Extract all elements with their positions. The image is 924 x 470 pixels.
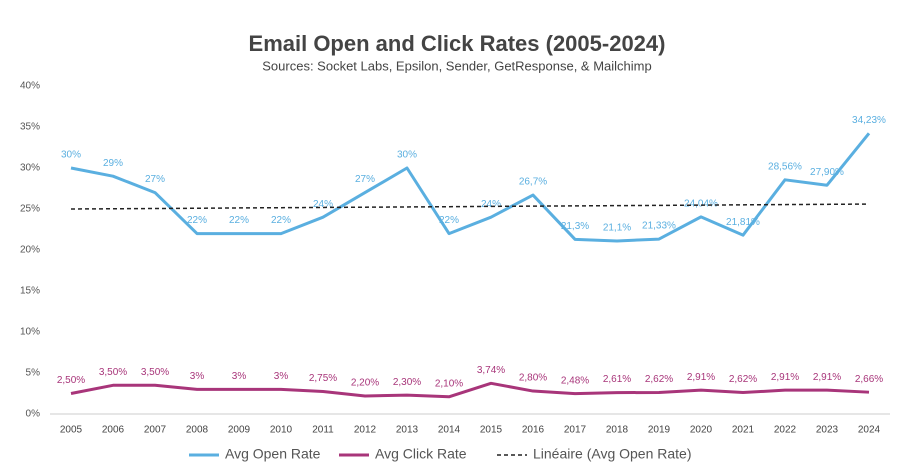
data-label: 22% <box>439 215 459 226</box>
data-label: 2,91% <box>771 372 799 383</box>
data-label: 22% <box>229 215 249 226</box>
data-label: 21,1% <box>603 223 631 234</box>
x-tick-label: 2005 <box>60 425 83 436</box>
data-label: 2,91% <box>813 372 841 383</box>
data-label: 34,23% <box>852 115 886 126</box>
y-tick-label: 0% <box>26 409 41 420</box>
data-label: 2,48% <box>561 375 589 386</box>
trend-line <box>70 203 870 210</box>
x-tick-label: 2007 <box>144 425 167 436</box>
x-tick-label: 2017 <box>564 425 587 436</box>
legend-label: Linéaire (Avg Open Rate) <box>533 446 692 462</box>
data-label: 21,33% <box>642 221 676 232</box>
x-tick-label: 2010 <box>270 425 293 436</box>
y-tick-label: 35% <box>20 122 40 133</box>
data-label: 2,20% <box>351 378 379 389</box>
y-tick-label: 40% <box>20 81 40 92</box>
data-label: 22% <box>271 215 291 226</box>
y-tick-label: 5% <box>26 368 41 379</box>
data-label: 3% <box>232 371 247 382</box>
x-tick-label: 2023 <box>816 425 839 436</box>
x-tick-label: 2012 <box>354 425 377 436</box>
data-label: 27,90% <box>810 167 844 178</box>
y-tick-label: 20% <box>20 245 40 256</box>
x-tick-label: 2009 <box>228 425 251 436</box>
data-label: 24,04% <box>684 199 718 210</box>
data-label: 27% <box>145 174 165 185</box>
x-tick-label: 2006 <box>102 425 125 436</box>
x-tick-label: 2016 <box>522 425 545 436</box>
x-tick-label: 2022 <box>774 425 797 436</box>
data-label: 27% <box>355 174 375 185</box>
x-tick-label: 2014 <box>438 425 461 436</box>
series-line <box>70 381 870 399</box>
data-label: 2,50% <box>57 375 85 386</box>
data-label: 3% <box>190 371 205 382</box>
legend-label: Avg Click Rate <box>375 446 467 462</box>
y-tick-label: 15% <box>20 286 40 297</box>
data-label: 22% <box>187 215 207 226</box>
x-tick-label: 2020 <box>690 425 713 436</box>
data-label: 2,10% <box>435 378 463 389</box>
data-label: 3,50% <box>141 367 169 378</box>
x-tick-label: 2011 <box>312 425 334 436</box>
x-tick-label: 2021 <box>732 425 755 436</box>
data-label: 2,66% <box>855 374 883 385</box>
data-label: 29% <box>103 158 123 169</box>
data-label: 2,91% <box>687 372 715 383</box>
x-tick-label: 2018 <box>606 425 629 436</box>
data-label: 24% <box>481 199 501 210</box>
x-tick-label: 2019 <box>648 425 671 436</box>
data-label: 26,7% <box>519 177 547 188</box>
y-tick-label: 10% <box>20 327 40 338</box>
y-tick-label: 30% <box>20 163 40 174</box>
data-label: 3,74% <box>477 365 505 376</box>
y-tick-label: 25% <box>20 204 40 215</box>
x-tick-label: 2013 <box>396 425 419 436</box>
data-label: 21,3% <box>561 221 589 232</box>
data-label: 3,50% <box>99 367 127 378</box>
data-label: 30% <box>397 150 417 161</box>
data-label: 21,81% <box>726 217 760 228</box>
data-label: 2,80% <box>519 373 547 384</box>
legend-label: Avg Open Rate <box>225 446 321 462</box>
chart-subtitle: Sources: Socket Labs, Epsilon, Sender, G… <box>262 58 651 73</box>
data-label: 2,75% <box>309 373 337 384</box>
data-label: 2,62% <box>729 374 757 385</box>
data-label: 24% <box>313 199 333 210</box>
x-tick-label: 2008 <box>186 425 209 436</box>
data-label: 28,56% <box>768 161 802 172</box>
data-label: 2,61% <box>603 374 631 385</box>
data-label: 3% <box>274 371 289 382</box>
data-label: 2,30% <box>393 377 421 388</box>
data-label: 2,62% <box>645 374 673 385</box>
series-line <box>70 132 871 243</box>
chart-title: Email Open and Click Rates (2005-2024) <box>249 31 666 56</box>
x-tick-label: 2015 <box>480 425 503 436</box>
x-tick-label: 2024 <box>858 425 881 436</box>
data-label: 30% <box>61 150 81 161</box>
